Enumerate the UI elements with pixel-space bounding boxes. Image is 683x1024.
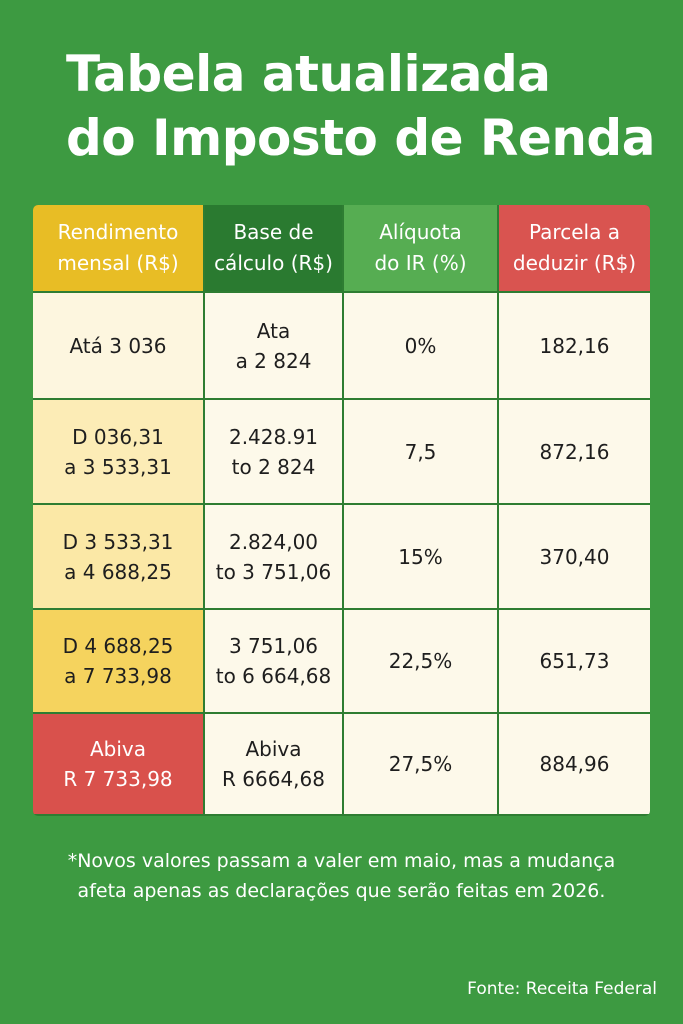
rendimento-row3-line1: D 3 533,31	[62, 529, 174, 554]
rendimento-row2-line1: D 036,31	[72, 424, 164, 449]
base-row2-line2: to 2 824	[231, 454, 316, 479]
cell-parcela-row4: 651,73	[499, 610, 650, 712]
aliquota-row4: 22,5%	[388, 649, 453, 673]
cell-parcela-row3: 370,40	[499, 505, 650, 608]
header-base-line2: cálculo (R$)	[214, 251, 333, 275]
cell-rendimento-row2: D 036,31 a 3 533,31	[33, 400, 203, 503]
cell-rendimento-row3: D 3 533,31 a 4 688,25	[33, 505, 203, 608]
base-row4-line1: 3 751,06	[228, 634, 319, 658]
cell-aliquota-row5: 27,5%	[344, 714, 497, 814]
parcela-row5: 884,96	[539, 752, 610, 776]
source-credit: Fonte: Receita Federal	[467, 979, 657, 999]
footnote-line1: *Novos valores passam a valer em maio, m…	[67, 850, 616, 872]
base-row4-line2: to 6 664,68	[215, 664, 332, 688]
aliquota-row5: 27,5%	[388, 752, 453, 776]
tax-table: Rendimento mensal (R$) Base de cálculo (…	[33, 205, 650, 816]
header-aliquota-line1: Alíquota	[379, 220, 462, 244]
rendimento-row4-line1: D 4 688,25	[62, 634, 174, 658]
parcela-row3: 370,40	[539, 544, 610, 569]
header-rendimento-line1: Rendimento	[57, 220, 179, 244]
header-rendimento-line2: mensal (R$)	[57, 251, 179, 275]
base-row1-line1: Ata	[256, 318, 291, 343]
cell-base-row5: Abiva R 6664,68	[205, 714, 342, 814]
aliquota-row2: 7,5	[404, 439, 437, 464]
header-aliquota: Alíquota do IR (%)	[344, 205, 497, 291]
header-base: Base de cálculo (R$)	[205, 205, 342, 291]
header-base-line1: Base de	[233, 220, 314, 244]
cell-base-row4: 3 751,06 to 6 664,68	[205, 610, 342, 712]
base-row3-line2: to 3 751,06	[215, 559, 332, 584]
header-aliquota-line2: do IR (%)	[374, 251, 467, 275]
cell-aliquota-row1: 0%	[344, 293, 497, 398]
rendimento-row4-line2: a 7 733,98	[64, 664, 172, 688]
cell-rendimento-row5: Abiva R 7 733,98	[33, 714, 203, 814]
parcela-row2: 872,16	[539, 439, 610, 464]
cell-parcela-row1: 182,16	[499, 293, 650, 398]
header-parcela: Parcela a deduzir (R$)	[499, 205, 650, 291]
cell-base-row2: 2.428.91 to 2 824	[205, 400, 342, 503]
aliquota-row1: 0%	[404, 333, 437, 358]
title-line-2: do Imposto de Renda	[66, 109, 655, 167]
base-row2-line1: 2.428.91	[228, 424, 319, 449]
base-row5-line1: Abiva	[245, 737, 302, 761]
cell-aliquota-row4: 22,5%	[344, 610, 497, 712]
base-row3-line1: 2.824,00	[228, 529, 319, 554]
base-row5-line2: R 6664,68	[222, 767, 325, 791]
footnote-line2: afeta apenas as declarações que serão fe…	[77, 880, 606, 902]
header-parcela-line1: Parcela a	[529, 220, 620, 244]
cell-parcela-row5: 884,96	[499, 714, 650, 814]
title-line-1: Tabela atualizada	[66, 45, 551, 103]
rendimento-row5-line1: Abiva	[89, 737, 146, 761]
rendimento-row3-line2: a 4 688,25	[64, 559, 172, 584]
parcela-row1: 182,16	[539, 333, 610, 358]
rendimento-row2-line2: a 3 533,31	[64, 454, 172, 479]
cell-rendimento-row4: D 4 688,25 a 7 733,98	[33, 610, 203, 712]
rendimento-row1-line1: Atá 3 036	[69, 333, 167, 358]
cell-base-row3: 2.824,00 to 3 751,06	[205, 505, 342, 608]
header-parcela-line2: deduzir (R$)	[512, 251, 637, 275]
parcela-row4: 651,73	[539, 649, 610, 673]
aliquota-row3: 15%	[398, 544, 443, 569]
footnote: *Novos valores passam a valer em maio, m…	[20, 846, 663, 906]
base-row1-line2: a 2 824	[235, 348, 312, 373]
page-title: Tabela atualizada do Imposto de Renda	[66, 42, 656, 170]
cell-parcela-row2: 872,16	[499, 400, 650, 503]
cell-aliquota-row2: 7,5	[344, 400, 497, 503]
cell-base-row1: Ata a 2 824	[205, 293, 342, 398]
cell-aliquota-row3: 15%	[344, 505, 497, 608]
cell-rendimento-row1: Atá 3 036	[33, 293, 203, 398]
rendimento-row5-line2: R 7 733,98	[63, 767, 173, 791]
header-rendimento: Rendimento mensal (R$)	[33, 205, 203, 291]
